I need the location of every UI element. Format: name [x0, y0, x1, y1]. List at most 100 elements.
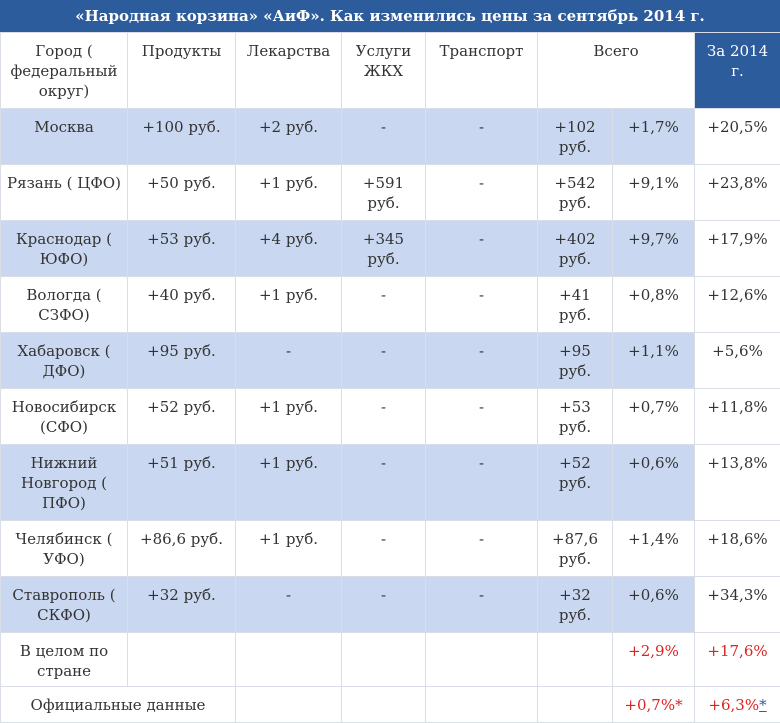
cell-medicine: - — [236, 577, 342, 633]
cell-medicine: +4 руб. — [236, 221, 342, 277]
table-row: Хабаровск ( ДФО)+95 руб.---+95 руб.+1,1%… — [1, 333, 780, 389]
cell-total-rub: +95 руб. — [538, 333, 613, 389]
cell-food: +86,6 руб. — [128, 521, 236, 577]
empty-cell — [236, 633, 342, 687]
cell-city: Новосибирск (СФО) — [1, 389, 128, 445]
cell-city: Нижний Новгород ( ПФО) — [1, 445, 128, 521]
table-row: Москва+100 руб.+2 руб.--+102 руб.+1,7%+2… — [1, 109, 780, 165]
cell-transport: - — [426, 577, 538, 633]
table-row: Вологда ( СЗФО)+40 руб.+1 руб.--+41 руб.… — [1, 277, 780, 333]
cell-food: +51 руб. — [128, 445, 236, 521]
header-utilities: Услуги ЖКХ — [342, 33, 426, 109]
cell-total-rub: +87,6 руб. — [538, 521, 613, 577]
cell-transport: - — [426, 165, 538, 221]
empty-cell — [426, 633, 538, 687]
cell-utilities: - — [342, 577, 426, 633]
cell-year: +17,9% — [695, 221, 780, 277]
table-row: Ставрополь ( СКФО)+32 руб.---+32 руб.+0,… — [1, 577, 780, 633]
cell-medicine: +1 руб. — [236, 521, 342, 577]
empty-cell — [538, 687, 613, 723]
cell-city: Москва — [1, 109, 128, 165]
cell-food: +100 руб. — [128, 109, 236, 165]
cell-medicine: +1 руб. — [236, 165, 342, 221]
cell-total-pct: +1,7% — [613, 109, 695, 165]
header-city: Город ( федеральный округ) — [1, 33, 128, 109]
country-label: В целом по стране — [1, 633, 128, 687]
cell-total-rub: +402 руб. — [538, 221, 613, 277]
official-row: Официальные данные+0,7%*+6,3%* — [1, 687, 780, 723]
cell-city: Челябинск ( УФО) — [1, 521, 128, 577]
country-row: В целом по стране +2,9%+17,6% — [1, 633, 780, 687]
cell-total-pct: +1,4% — [613, 521, 695, 577]
cell-utilities: - — [342, 109, 426, 165]
cell-transport: - — [426, 445, 538, 521]
header-medicine: Лекарства — [236, 33, 342, 109]
cell-food: +50 руб. — [128, 165, 236, 221]
cell-total-rub: +52 руб. — [538, 445, 613, 521]
cell-city: Вологда ( СЗФО) — [1, 277, 128, 333]
cell-total-rub: +41 руб. — [538, 277, 613, 333]
empty-cell — [128, 633, 236, 687]
header-food: Продукты — [128, 33, 236, 109]
cell-city: Ставрополь ( СКФО) — [1, 577, 128, 633]
empty-cell — [236, 687, 342, 723]
cell-utilities: - — [342, 277, 426, 333]
official-footnote-link[interactable]: * — [759, 696, 767, 714]
cell-medicine: +1 руб. — [236, 389, 342, 445]
cell-food: +95 руб. — [128, 333, 236, 389]
table-row: Челябинск ( УФО)+86,6 руб.+1 руб.--+87,6… — [1, 521, 780, 577]
cell-total-pct: +9,7% — [613, 221, 695, 277]
cell-total-pct: +0,8% — [613, 277, 695, 333]
official-label: Официальные данные — [1, 687, 236, 723]
cell-medicine: +2 руб. — [236, 109, 342, 165]
empty-cell — [342, 687, 426, 723]
cell-year: +13,8% — [695, 445, 780, 521]
country-year: +17,6% — [695, 633, 780, 687]
cell-transport: - — [426, 221, 538, 277]
table-row: Краснодар ( ЮФО)+53 руб.+4 руб.+345 руб.… — [1, 221, 780, 277]
table-header-row: Город ( федеральный округ) Продукты Лека… — [1, 33, 780, 109]
table-row: Рязань ( ЦФО)+50 руб.+1 руб.+591 руб.-+5… — [1, 165, 780, 221]
cell-year: +34,3% — [695, 577, 780, 633]
header-year: За 2014 г. — [695, 33, 780, 109]
cell-medicine: +1 руб. — [236, 445, 342, 521]
cell-transport: - — [426, 521, 538, 577]
cell-total-rub: +53 руб. — [538, 389, 613, 445]
cell-city: Рязань ( ЦФО) — [1, 165, 128, 221]
official-total-pct: +0,7%* — [613, 687, 695, 723]
empty-cell — [426, 687, 538, 723]
cell-year: +11,8% — [695, 389, 780, 445]
table-title: «Народная корзина» «АиФ». Как изменились… — [0, 0, 780, 32]
cell-utilities: - — [342, 445, 426, 521]
cell-food: +52 руб. — [128, 389, 236, 445]
cell-total-pct: +0,7% — [613, 389, 695, 445]
cell-year: +12,6% — [695, 277, 780, 333]
cell-transport: - — [426, 277, 538, 333]
official-year: +6,3% — [708, 696, 759, 714]
cell-year: +20,5% — [695, 109, 780, 165]
cell-total-pct: +9,1% — [613, 165, 695, 221]
cell-city: Краснодар ( ЮФО) — [1, 221, 128, 277]
cell-city: Хабаровск ( ДФО) — [1, 333, 128, 389]
cell-utilities: - — [342, 333, 426, 389]
empty-cell — [538, 633, 613, 687]
empty-cell — [342, 633, 426, 687]
cell-utilities: +591 руб. — [342, 165, 426, 221]
table-row: Новосибирск (СФО)+52 руб.+1 руб.--+53 ру… — [1, 389, 780, 445]
cell-utilities: +345 руб. — [342, 221, 426, 277]
cell-total-pct: +0,6% — [613, 445, 695, 521]
official-year-cell: +6,3%* — [695, 687, 780, 723]
cell-total-pct: +0,6% — [613, 577, 695, 633]
cell-transport: - — [426, 389, 538, 445]
country-total-pct: +2,9% — [613, 633, 695, 687]
cell-total-rub: +102 руб. — [538, 109, 613, 165]
table-row: Нижний Новгород ( ПФО)+51 руб.+1 руб.--+… — [1, 445, 780, 521]
cell-food: +53 руб. — [128, 221, 236, 277]
cell-year: +18,6% — [695, 521, 780, 577]
cell-transport: - — [426, 109, 538, 165]
cell-total-pct: +1,1% — [613, 333, 695, 389]
header-transport: Транспорт — [426, 33, 538, 109]
price-table: Город ( федеральный округ) Продукты Лека… — [0, 32, 780, 723]
cell-total-rub: +32 руб. — [538, 577, 613, 633]
